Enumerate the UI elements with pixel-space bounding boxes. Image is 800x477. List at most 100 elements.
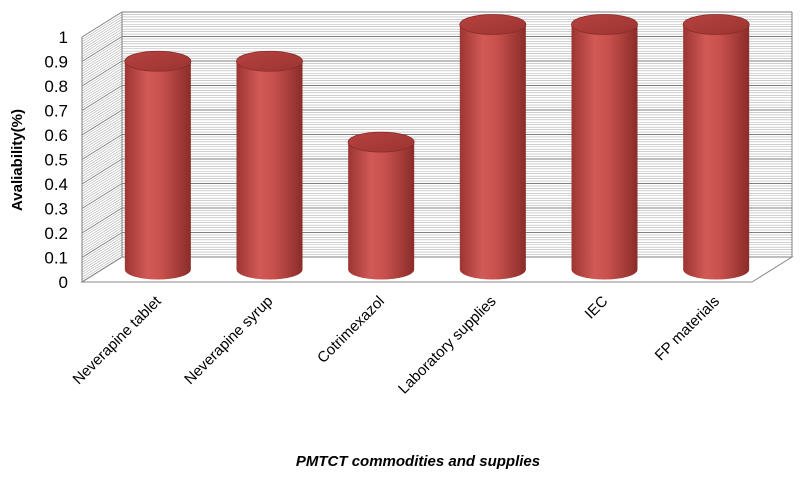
side-gridline bbox=[81, 146, 123, 173]
y-tick-label: 0.8 bbox=[44, 77, 68, 96]
gridlines bbox=[80, 11, 794, 283]
side-gridline bbox=[81, 28, 123, 55]
side-gridline bbox=[81, 75, 123, 101]
side-gridline bbox=[81, 119, 123, 146]
side-gridline bbox=[81, 195, 123, 222]
side-gridline bbox=[81, 200, 123, 226]
side-gridline bbox=[81, 48, 123, 75]
side-gridline bbox=[81, 124, 123, 150]
side-gridline bbox=[81, 163, 123, 190]
side-gridline bbox=[81, 207, 123, 234]
side-gridline bbox=[81, 224, 123, 251]
side-gridline bbox=[81, 212, 123, 239]
side-gridline bbox=[81, 178, 123, 204]
side-gridline bbox=[81, 205, 123, 231]
side-gridline bbox=[81, 222, 123, 248]
x-category-label: Neverapine tablet bbox=[70, 292, 166, 388]
side-gridline bbox=[81, 227, 123, 253]
side-gridline bbox=[81, 102, 123, 128]
bar-cap bbox=[682, 14, 750, 35]
y-tick-label: 0.3 bbox=[44, 200, 68, 219]
side-gridline bbox=[81, 26, 123, 52]
y-tick-label: 1 bbox=[59, 28, 68, 47]
side-gridline bbox=[81, 19, 123, 45]
side-gridline bbox=[81, 244, 123, 271]
side-gridline bbox=[81, 148, 123, 175]
side-gridline bbox=[81, 104, 123, 131]
side-gridline bbox=[81, 87, 123, 114]
side-gridline bbox=[81, 215, 123, 241]
side-gridline bbox=[81, 46, 123, 72]
side-gridline bbox=[81, 112, 123, 138]
side-gridline bbox=[81, 36, 123, 62]
side-gridline bbox=[81, 65, 123, 92]
side-gridline bbox=[81, 219, 123, 246]
side-gridline bbox=[81, 242, 123, 268]
side-gridline bbox=[81, 85, 123, 111]
bar-cap bbox=[459, 14, 527, 35]
side-gridline bbox=[81, 23, 123, 50]
bar-cap bbox=[124, 50, 192, 72]
side-gridline bbox=[81, 153, 123, 180]
side-gridline bbox=[81, 126, 123, 153]
side-gridline bbox=[81, 92, 123, 119]
side-gridline bbox=[81, 185, 123, 212]
side-gridline bbox=[81, 99, 123, 126]
side-gridline bbox=[81, 82, 123, 109]
side-gridline bbox=[81, 210, 123, 236]
side-gridline bbox=[81, 190, 123, 217]
y-tick-label: 0.9 bbox=[44, 53, 68, 72]
side-gridline bbox=[81, 129, 123, 155]
y-tick-label: 0 bbox=[59, 273, 68, 292]
side-gridline bbox=[81, 43, 123, 70]
side-gridline bbox=[81, 70, 123, 97]
side-gridline bbox=[81, 38, 123, 65]
side-gridline bbox=[81, 202, 123, 229]
bar-body bbox=[571, 24, 638, 280]
side-gridline bbox=[81, 217, 123, 244]
bar-cylinder bbox=[347, 131, 415, 280]
bar-body bbox=[683, 24, 750, 280]
y-tick-label: 0.6 bbox=[44, 126, 68, 145]
side-gridline bbox=[81, 170, 123, 197]
bar-cap bbox=[236, 50, 303, 72]
bar-body bbox=[124, 61, 191, 280]
x-category-label: Cotrimexazol bbox=[314, 293, 388, 367]
side-gridline bbox=[81, 158, 123, 185]
bar-cylinder bbox=[571, 14, 638, 280]
y-axis-title: Avaliability(%) bbox=[9, 109, 26, 211]
side-gridline bbox=[81, 109, 123, 136]
side-gridline bbox=[81, 107, 123, 133]
bar-cylinder bbox=[124, 50, 192, 280]
bars bbox=[124, 14, 750, 280]
x-axis-title: PMTCT commodities and supplies bbox=[296, 453, 540, 470]
side-gridline bbox=[81, 254, 123, 280]
side-gridline bbox=[81, 63, 123, 89]
x-axis-labels: Neverapine tablet Neverapine syrup Cotrime… bbox=[70, 292, 723, 397]
bar-cylinder bbox=[459, 14, 527, 280]
side-gridline bbox=[81, 11, 123, 38]
side-gridline bbox=[81, 14, 123, 40]
side-gridline bbox=[81, 136, 123, 163]
side-gridline bbox=[81, 237, 123, 263]
side-gridline bbox=[81, 114, 123, 141]
y-tick-label: 0.5 bbox=[44, 151, 68, 170]
y-tick-label: 0.1 bbox=[44, 249, 68, 268]
side-gridline bbox=[81, 16, 123, 43]
bar-cap bbox=[571, 14, 638, 35]
side-gridline bbox=[81, 161, 123, 187]
side-gridline bbox=[81, 121, 123, 148]
side-gridline bbox=[81, 77, 123, 104]
side-gridline bbox=[81, 117, 123, 143]
side-gridline bbox=[81, 68, 123, 94]
side-gridline bbox=[81, 131, 123, 158]
bar-cap bbox=[347, 131, 415, 153]
y-axis: 0 0.1 0.2 0.3 0.4 0.5 0.6 0.7 0.8 0.9 1 bbox=[44, 28, 83, 292]
side-gridline bbox=[81, 72, 123, 99]
side-gridline bbox=[81, 234, 123, 261]
side-gridline bbox=[81, 141, 123, 168]
side-gridline bbox=[81, 50, 123, 77]
side-gridline bbox=[81, 197, 123, 224]
side-gridline bbox=[81, 95, 123, 121]
